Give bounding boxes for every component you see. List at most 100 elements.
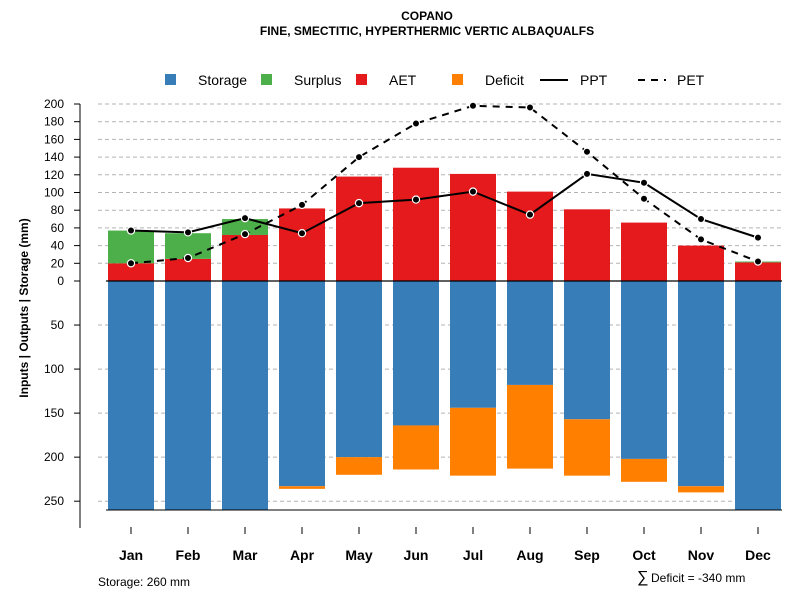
bar-deficit-aug — [507, 384, 553, 469]
legend-swatch-surplus — [261, 74, 272, 85]
bar-storage-apr — [279, 281, 325, 487]
storage-footnote: Storage: 260 mm — [98, 575, 190, 589]
point-ppt-mar — [240, 213, 250, 223]
point-pet-sep — [582, 147, 592, 156]
chart-title: COPANO — [401, 9, 453, 23]
bar-aet-jan — [108, 263, 154, 281]
bar-aet-oct — [621, 222, 667, 281]
bar-deficit-sep — [564, 419, 610, 476]
bar-storage-nov — [678, 281, 724, 487]
point-pet-dec — [753, 257, 763, 266]
point-ppt-nov — [696, 214, 706, 224]
legend: Storage Surplus AET Deficit PPT PET — [165, 72, 705, 88]
bar-surplus-mar — [222, 219, 268, 235]
y-tick-label-lower-150: 150 — [44, 406, 64, 420]
point-ppt-jun — [411, 195, 421, 204]
bar-storage-feb — [165, 281, 211, 510]
y-tick-label-lower-200: 200 — [44, 450, 64, 464]
point-ppt-dec — [753, 233, 763, 242]
bar-aet-sep — [564, 209, 610, 281]
point-pet-mar — [240, 229, 250, 239]
y-tick-label-lower-50: 50 — [51, 318, 65, 332]
bar-deficit-apr — [279, 486, 325, 489]
axes: 0 20 40 60 80 100 120 140 160 180 200 50 100 150 200 25… — [44, 97, 782, 563]
x-tick-label-aug: Aug — [516, 547, 543, 563]
point-ppt-aug — [525, 210, 535, 219]
bar-deficit-jul — [450, 407, 496, 476]
x-tick-label-jun: Jun — [404, 547, 429, 563]
bar-aet-feb — [165, 258, 211, 281]
bar-deficit-nov — [678, 486, 724, 493]
sum-symbol: ∑ — [637, 569, 648, 586]
point-pet-jan — [126, 259, 136, 268]
point-ppt-apr — [297, 229, 307, 238]
bar-aet-jun — [393, 167, 439, 281]
bar-storage-dec — [735, 281, 781, 510]
bars — [108, 167, 781, 510]
bar-aet-aug — [507, 191, 553, 281]
point-pet-oct — [639, 194, 649, 203]
deficit-footnote: Deficit = -340 mm — [651, 571, 745, 585]
line-ppt — [130, 172, 759, 239]
line-pet — [130, 104, 759, 265]
bar-deficit-oct — [621, 458, 667, 482]
legend-label-surplus: Surplus — [294, 72, 341, 88]
point-ppt-feb — [183, 228, 193, 237]
bar-aet-may — [336, 176, 382, 281]
y-axis-label: Inputs | Outputs | Storage (mm) — [17, 218, 31, 397]
y-tick-label-lower-100: 100 — [44, 362, 64, 376]
point-pet-aug — [525, 103, 535, 112]
y-tick-label-upper-20: 20 — [51, 256, 65, 270]
y-tick-label-upper-80: 80 — [51, 203, 65, 217]
bar-storage-jul — [450, 281, 496, 408]
bar-storage-aug — [507, 281, 553, 385]
gridlines — [98, 103, 782, 502]
x-tick-label-jul: Jul — [463, 547, 483, 563]
x-tick-label-apr: Apr — [290, 547, 315, 563]
bar-surplus-jan — [108, 230, 154, 264]
x-tick-label-feb: Feb — [176, 547, 201, 563]
y-tick-label-upper-40: 40 — [51, 239, 65, 253]
point-pet-jun — [411, 119, 421, 128]
legend-label-pet: PET — [677, 72, 705, 88]
y-tick-label-upper-60: 60 — [51, 221, 65, 235]
bar-storage-sep — [564, 281, 610, 420]
point-ppt-sep — [582, 169, 592, 179]
series-lines — [126, 101, 763, 268]
y-tick-label-upper-180: 180 — [44, 115, 64, 129]
bar-storage-oct — [621, 281, 667, 459]
point-pet-nov — [696, 235, 706, 244]
legend-swatch-aet — [356, 74, 367, 85]
x-tick-label-jan: Jan — [119, 547, 143, 563]
bar-storage-mar — [222, 281, 268, 510]
legend-label-storage: Storage — [198, 72, 247, 88]
bar-aet-dec — [735, 262, 781, 281]
point-pet-jul — [468, 101, 478, 110]
bar-deficit-may — [336, 457, 382, 475]
x-tick-label-dec: Dec — [745, 547, 771, 563]
point-ppt-oct — [639, 178, 649, 187]
legend-label-ppt: PPT — [580, 72, 608, 88]
y-tick-label-upper-200: 200 — [44, 97, 64, 111]
x-tick-label-may: May — [345, 547, 372, 563]
point-ppt-jan — [126, 226, 136, 235]
y-tick-label-upper-120: 120 — [44, 168, 64, 182]
point-pet-apr — [297, 200, 307, 210]
legend-label-aet: AET — [389, 72, 417, 88]
point-pet-feb — [183, 253, 193, 263]
y-tick-label-upper-160: 160 — [44, 132, 64, 146]
y-tick-label-upper-140: 140 — [44, 150, 64, 164]
bar-storage-jan — [108, 281, 154, 510]
chart-subtitle: FINE, SMECTITIC, HYPERTHERMIC VERTIC ALB… — [260, 24, 594, 38]
legend-swatch-storage — [165, 74, 176, 85]
bar-storage-may — [336, 281, 382, 458]
point-ppt-may — [354, 198, 364, 208]
x-tick-label-nov: Nov — [688, 547, 715, 563]
point-ppt-jul — [468, 187, 478, 196]
y-tick-label-upper-0: 0 — [57, 274, 64, 288]
point-pet-may — [354, 152, 364, 162]
x-tick-label-mar: Mar — [233, 547, 258, 563]
x-tick-label-sep: Sep — [574, 547, 600, 563]
